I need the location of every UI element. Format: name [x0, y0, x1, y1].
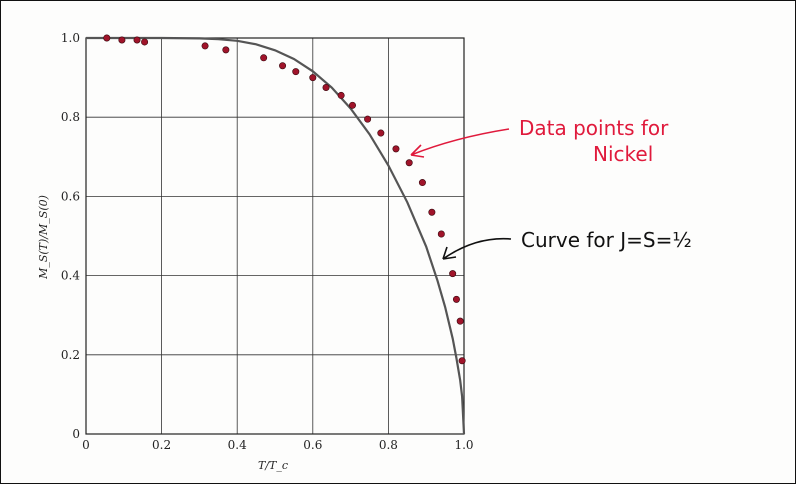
x-axis-label: T/T_c: [258, 459, 288, 472]
nickel-data-point: [348, 101, 356, 109]
nickel-data-point: [437, 230, 445, 238]
x-tick-label: 0.6: [303, 438, 322, 452]
y-axis-label: M_S(T)/M_S(0): [37, 195, 50, 280]
nickel-data-point: [392, 145, 400, 153]
nickel-data-point: [292, 68, 300, 76]
annotation-curve: Curve for J=S=½: [521, 228, 692, 252]
y-tick-label: 1.0: [61, 31, 80, 45]
nickel-data-point: [222, 46, 230, 54]
y-tick-label: 0: [72, 427, 80, 441]
nickel-data-point: [364, 115, 372, 123]
nickel-data-point: [141, 38, 149, 46]
x-tick-label: 0.2: [152, 438, 171, 452]
nickel-data-point: [458, 357, 466, 365]
nickel-data-point: [418, 179, 426, 187]
nickel-data-point: [118, 36, 126, 44]
nickel-data-point: [103, 34, 111, 42]
annotation-data-points-line2: Nickel: [593, 142, 653, 166]
nickel-data-point: [309, 74, 317, 82]
nickel-data-point: [377, 129, 385, 137]
annotation-data-points-line1: Data points for: [519, 116, 669, 140]
nickel-data-point: [452, 295, 460, 303]
x-tick-label: 0: [82, 438, 90, 452]
nickel-data-point: [449, 270, 457, 278]
nickel-data-point: [322, 84, 330, 92]
nickel-data-points: [103, 34, 466, 365]
nickel-data-point: [260, 54, 268, 62]
nickel-data-point: [337, 91, 345, 99]
x-axis-ticks: 0 0.2 0.4 0.6 0.8 1.0: [82, 438, 473, 452]
theory-curve: [86, 36, 466, 435]
nickel-data-point: [201, 42, 209, 50]
x-tick-label: 1.0: [454, 438, 473, 452]
x-tick-label: 0.4: [228, 438, 247, 452]
annotation-arrow-to-points: [410, 128, 510, 158]
grid-lines: [85, 37, 465, 435]
nickel-data-point: [405, 159, 413, 167]
annotation-arrow-to-curve: [442, 237, 512, 260]
y-tick-label: 0.4: [61, 269, 80, 283]
y-tick-label: 0.8: [61, 110, 80, 124]
nickel-data-point: [456, 317, 464, 325]
plot-frame: [85, 37, 465, 435]
nickel-data-point: [279, 62, 287, 70]
x-tick-label: 0.8: [379, 438, 398, 452]
y-tick-label: 0.2: [61, 348, 80, 362]
nickel-data-point: [133, 36, 141, 44]
y-tick-label: 0.6: [61, 189, 80, 203]
nickel-data-point: [428, 208, 436, 216]
y-axis-ticks: 0 0.2 0.4 0.6 0.8 1.0: [61, 31, 80, 441]
